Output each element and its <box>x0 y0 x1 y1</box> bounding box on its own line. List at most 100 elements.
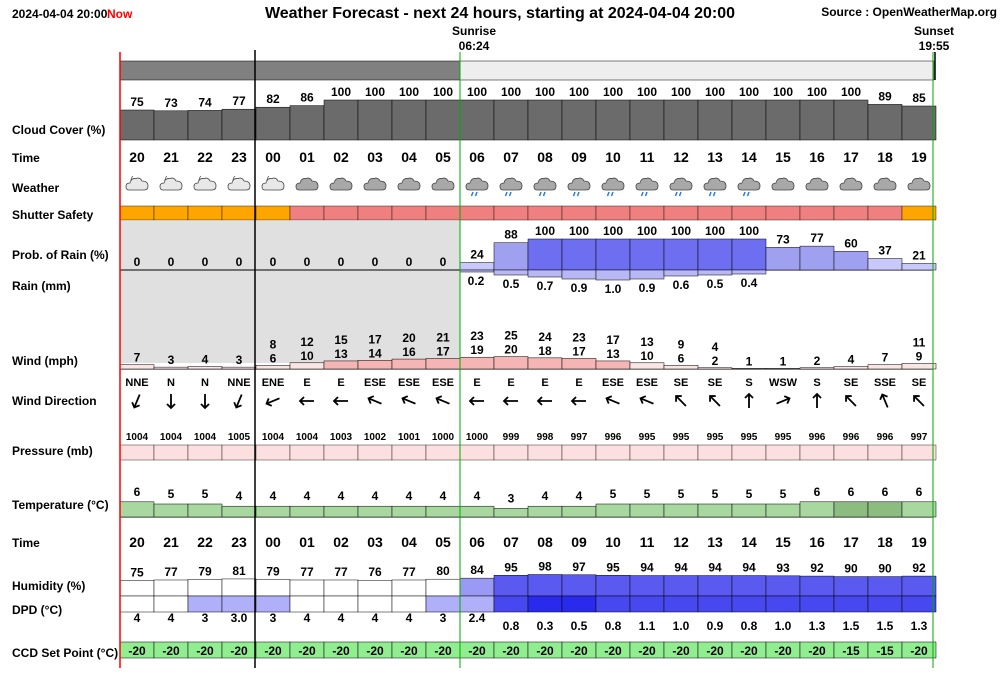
wind-speed-value: 7 <box>134 351 141 365</box>
time-top-label: 06 <box>469 149 485 165</box>
prob-rain-bar <box>595 238 631 271</box>
cloud-cover-bar <box>289 105 325 141</box>
cloud-icon <box>329 177 353 191</box>
temperature-bar <box>833 501 869 518</box>
wind-arrow-icon <box>265 397 280 407</box>
ccd-value: -20 <box>638 644 656 658</box>
ccd-value: -15 <box>842 644 860 658</box>
prob-rain-value: 0 <box>236 255 243 269</box>
humidity-value: 79 <box>198 564 212 578</box>
prob-rain-value: 100 <box>637 224 657 238</box>
cloud-cover-value: 100 <box>501 85 521 99</box>
label-wind: Wind (mph) <box>12 354 78 368</box>
wind-gust-value: 25 <box>504 329 518 343</box>
ccd-value: -20 <box>264 644 282 658</box>
wind-direction-label: SE <box>844 377 859 389</box>
prob-rain-bar <box>459 262 495 271</box>
rain-cloud-icon <box>567 177 591 197</box>
dpd-value: 0.8 <box>503 619 520 633</box>
dpd-value: 0.8 <box>605 619 622 633</box>
temperature-bar <box>901 501 937 518</box>
time-bottom-label: 10 <box>605 534 621 550</box>
prob-rain-value: 0 <box>202 255 209 269</box>
humidity-bar <box>425 578 461 597</box>
dpd-bar <box>357 595 393 613</box>
temperature-value: 6 <box>882 485 889 499</box>
shutter-safety-cell <box>119 205 155 221</box>
temperature-bar <box>357 505 393 518</box>
time-top-label: 22 <box>197 149 213 165</box>
ccd-value: -20 <box>672 644 690 658</box>
rain-value: 1.0 <box>605 282 622 296</box>
prob-rain-value: 0 <box>338 255 345 269</box>
dpd-bar <box>187 595 223 613</box>
wind-speed-bar <box>901 363 937 370</box>
time-bottom-label: 01 <box>299 534 315 550</box>
pressure-value: 1005 <box>228 432 251 443</box>
cloud-cover-value: 100 <box>467 85 487 99</box>
dpd-value: 0.9 <box>707 619 724 633</box>
temperature-value: 4 <box>372 489 379 503</box>
pressure-cell <box>799 444 835 461</box>
ccd-value: -20 <box>400 644 418 658</box>
shutter-safety-cell <box>425 205 461 221</box>
rain-value: 0.5 <box>503 277 520 291</box>
temperature-value: 4 <box>304 489 311 503</box>
wind-arrow-icon <box>605 395 620 405</box>
rain-bar <box>629 269 665 280</box>
wind-arrow-icon <box>913 395 925 407</box>
cloud-cover-value: 100 <box>671 85 691 99</box>
cloud-cover-bar <box>901 105 937 141</box>
time-bottom-label: 11 <box>640 534 655 550</box>
wind-speed-value: 6 <box>270 351 277 365</box>
cloud-cover-bar <box>153 110 189 141</box>
time-bottom-label: 09 <box>571 534 587 550</box>
time-top-label: 04 <box>401 149 417 165</box>
time-top-label: 02 <box>333 149 349 165</box>
dpd-bar <box>221 595 257 613</box>
wind-speed-bar <box>425 358 461 370</box>
pressure-cell <box>357 444 393 461</box>
ccd-value: -20 <box>740 644 758 658</box>
humidity-bar <box>493 575 529 597</box>
time-top-label: 13 <box>707 149 723 165</box>
dpd-bar <box>867 595 903 613</box>
temperature-value: 6 <box>814 485 821 499</box>
header: 2024-04-04 20:00 Now Weather Forecast - … <box>12 5 997 53</box>
cloud-icon <box>771 177 795 191</box>
dpd-bar <box>391 595 427 613</box>
day-night-bands <box>119 50 936 668</box>
time-bottom-label: 15 <box>775 534 791 550</box>
temperature-value: 5 <box>202 487 209 501</box>
wind-arrow-icon <box>502 396 518 406</box>
temperature-bar <box>459 505 495 518</box>
wind-gust-value: 17 <box>606 333 620 347</box>
wind-speed-bar <box>459 356 495 370</box>
ccd-value: -20 <box>604 644 622 658</box>
temperature-value: 4 <box>576 489 583 503</box>
cloud-cover-value: 75 <box>130 95 144 109</box>
shutter-safety-cell <box>561 205 597 221</box>
cloud-icon <box>805 177 829 191</box>
pressure-value: 997 <box>911 432 928 443</box>
wind-direction-label: E <box>303 377 310 389</box>
cloud-icon <box>397 177 421 191</box>
prob-rain-value: 0 <box>270 255 277 269</box>
wind-speed-value: 4 <box>848 353 855 367</box>
cloud-cover-value: 100 <box>773 85 793 99</box>
wind-speed-bar <box>119 364 155 370</box>
time-top-label: 11 <box>640 149 655 165</box>
cloud-icon <box>873 177 897 191</box>
pressure-cell <box>697 444 733 461</box>
pressure-value: 997 <box>571 432 588 443</box>
shutter-safety-cell <box>731 205 767 221</box>
pressure-cell <box>425 444 461 461</box>
humidity-bar <box>119 580 155 597</box>
temperature-bar <box>765 503 801 518</box>
wind-gust-value: 24 <box>538 330 552 344</box>
temperature-bar <box>561 505 597 518</box>
wind-direction-label: E <box>473 377 480 389</box>
rain-value: 0.4 <box>741 276 758 290</box>
cloud-cover-bar <box>561 99 597 141</box>
time-bottom-label: 03 <box>367 534 383 550</box>
